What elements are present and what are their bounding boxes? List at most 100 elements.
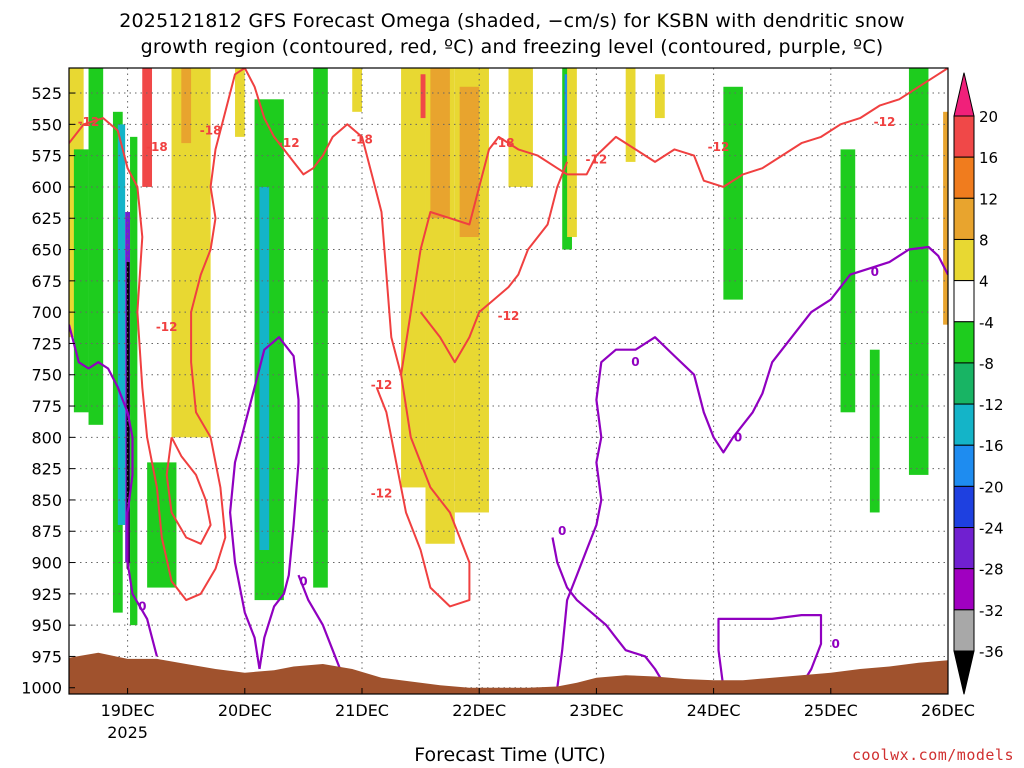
contour-label-18: 0: [832, 637, 840, 651]
x-tick-label-2: 21DEC: [335, 701, 389, 720]
contour-label-16: 0: [631, 355, 639, 369]
colorbar-bin-2: [953, 156, 975, 199]
x-tick-sublabel-0: 2025: [107, 723, 148, 742]
y-tick-label-0: 525: [31, 84, 62, 103]
y-tick-label-9: 750: [31, 366, 62, 385]
omega-shade-region-4: [117, 124, 126, 525]
contour-label-0: -12: [78, 115, 100, 129]
contour-label-1: -18: [146, 140, 168, 154]
omega-shade-region-27: [625, 68, 636, 162]
omega-shade-region-30: [840, 149, 856, 413]
contour-label-8: -12: [874, 115, 896, 129]
contour-label-3: -12: [278, 136, 300, 150]
dgz-contour-1: [165, 436, 212, 545]
contour-label-12: -12: [498, 309, 520, 323]
y-tick-label-2: 575: [31, 147, 62, 166]
omega-shade-region-26: [567, 68, 577, 238]
colorbar-bin-11: [953, 527, 975, 570]
colorbar-label-6: -8: [979, 355, 994, 373]
colorbar-bin-5: [953, 280, 975, 323]
colorbar-bin-8: [953, 403, 975, 446]
x-tick-label-4: 23DEC: [569, 701, 623, 720]
colorbar-label-8: -16: [979, 437, 1004, 455]
y-tick-label-7: 700: [31, 303, 62, 322]
omega-shade-region-23: [508, 68, 533, 187]
contour-label-4: -18: [351, 132, 373, 146]
omega-shade-region-7: [130, 136, 138, 626]
colorbar-label-4: 4: [979, 273, 989, 291]
x-tick-label-5: 24DEC: [687, 701, 741, 720]
colorbar-bin-6: [953, 321, 975, 364]
contour-label-13: 0: [138, 599, 146, 613]
freezing-contour-5: [717, 614, 823, 688]
contour-label-15: 0: [558, 524, 566, 538]
y-tick-label-19: 1000: [21, 679, 62, 698]
colorbar-bottom-arrow: [953, 650, 975, 695]
dgz-contour-4: [419, 161, 569, 364]
x-axis-label: Forecast Time (UTC): [414, 744, 606, 766]
colorbar-label-3: 8: [979, 231, 989, 249]
contour-label-6: -12: [586, 152, 608, 166]
plot-frame: [68, 67, 949, 695]
y-tick-label-10: 775: [31, 397, 62, 416]
colorbar-bin-3: [953, 197, 975, 240]
contour-label-9: -12: [156, 320, 178, 334]
y-tick-label-8: 725: [31, 334, 62, 353]
y-tick-label-14: 875: [31, 522, 62, 541]
omega-shade-region-31: [869, 349, 880, 513]
title-line-1: 2025121812 GFS Forecast Omega (shaded, −…: [119, 10, 905, 32]
x-tick-label-6: 25DEC: [804, 701, 858, 720]
colorbar-label-1: 16: [979, 149, 998, 167]
omega-shade-region-29: [723, 86, 743, 300]
omega-shade-region-19: [430, 68, 450, 219]
contour-label-7: -12: [708, 140, 730, 154]
contour-label-19: 0: [871, 265, 879, 279]
terrain-fill: [69, 652, 948, 694]
terrain-layer: [69, 652, 948, 694]
y-tick-label-16: 925: [31, 585, 62, 604]
omega-shade-region-10: [171, 68, 211, 438]
omega-shade-region-16: [352, 68, 362, 112]
y-tick-label-11: 800: [31, 428, 62, 447]
site-credit[interactable]: coolwx.com/models: [851, 746, 1014, 764]
omega-shade-region-17: [401, 68, 426, 488]
dgz-contour-2: [243, 68, 471, 608]
colorbar-top-arrow: [953, 72, 975, 117]
omega-shade-region-32: [908, 68, 929, 475]
y-tick-label-5: 650: [31, 241, 62, 260]
omega-shade-region-3: [112, 111, 123, 613]
y-tick-label-12: 825: [31, 460, 62, 479]
contour-label-14: 0: [299, 574, 307, 588]
colorbar-bin-4: [953, 238, 975, 282]
colorbar-label-2: 12: [979, 190, 998, 208]
omega-shade-region-12: [235, 68, 245, 137]
y-tick-label-6: 675: [31, 272, 62, 291]
colorbar-label-5: -4: [979, 314, 994, 332]
omega-shade-region-8: [142, 68, 153, 187]
y-tick-label-3: 600: [31, 178, 62, 197]
omega-shade-region-14: [259, 186, 270, 551]
colorbar-label-9: -20: [979, 478, 1004, 496]
dgz-contour-3: [400, 68, 948, 375]
colorbar-label-10: -24: [979, 520, 1004, 538]
colorbar-label-13: -36: [979, 643, 1004, 661]
contour-label-10: -12: [371, 378, 393, 392]
colorbar: 20 16 12 8 4 -4 -8 -12 -16 -20 -24 -28 -32 -36: [953, 72, 1004, 695]
colorbar-label-0: 20: [979, 108, 998, 126]
freezing-contour-4: [551, 537, 666, 686]
y-tick-label-15: 900: [31, 554, 62, 573]
omega-shade-region-20: [420, 74, 426, 119]
contour-label-5: -18: [493, 136, 515, 150]
x-tick-label-7: 26DEC: [921, 701, 975, 720]
colorbar-bin-13: [953, 609, 975, 652]
y-tick-label-17: 950: [31, 616, 62, 635]
omega-shade-region-28: [655, 74, 665, 119]
colorbar-label-11: -28: [979, 561, 1004, 579]
x-tick-label-1: 20DEC: [218, 701, 272, 720]
contour-label-17: 0: [734, 430, 742, 444]
freezing-contour-0: [69, 324, 158, 657]
colorbar-label-12: -32: [979, 602, 1004, 620]
omega-shade-region-2: [88, 68, 104, 425]
freezing-contour-2: [297, 574, 344, 676]
